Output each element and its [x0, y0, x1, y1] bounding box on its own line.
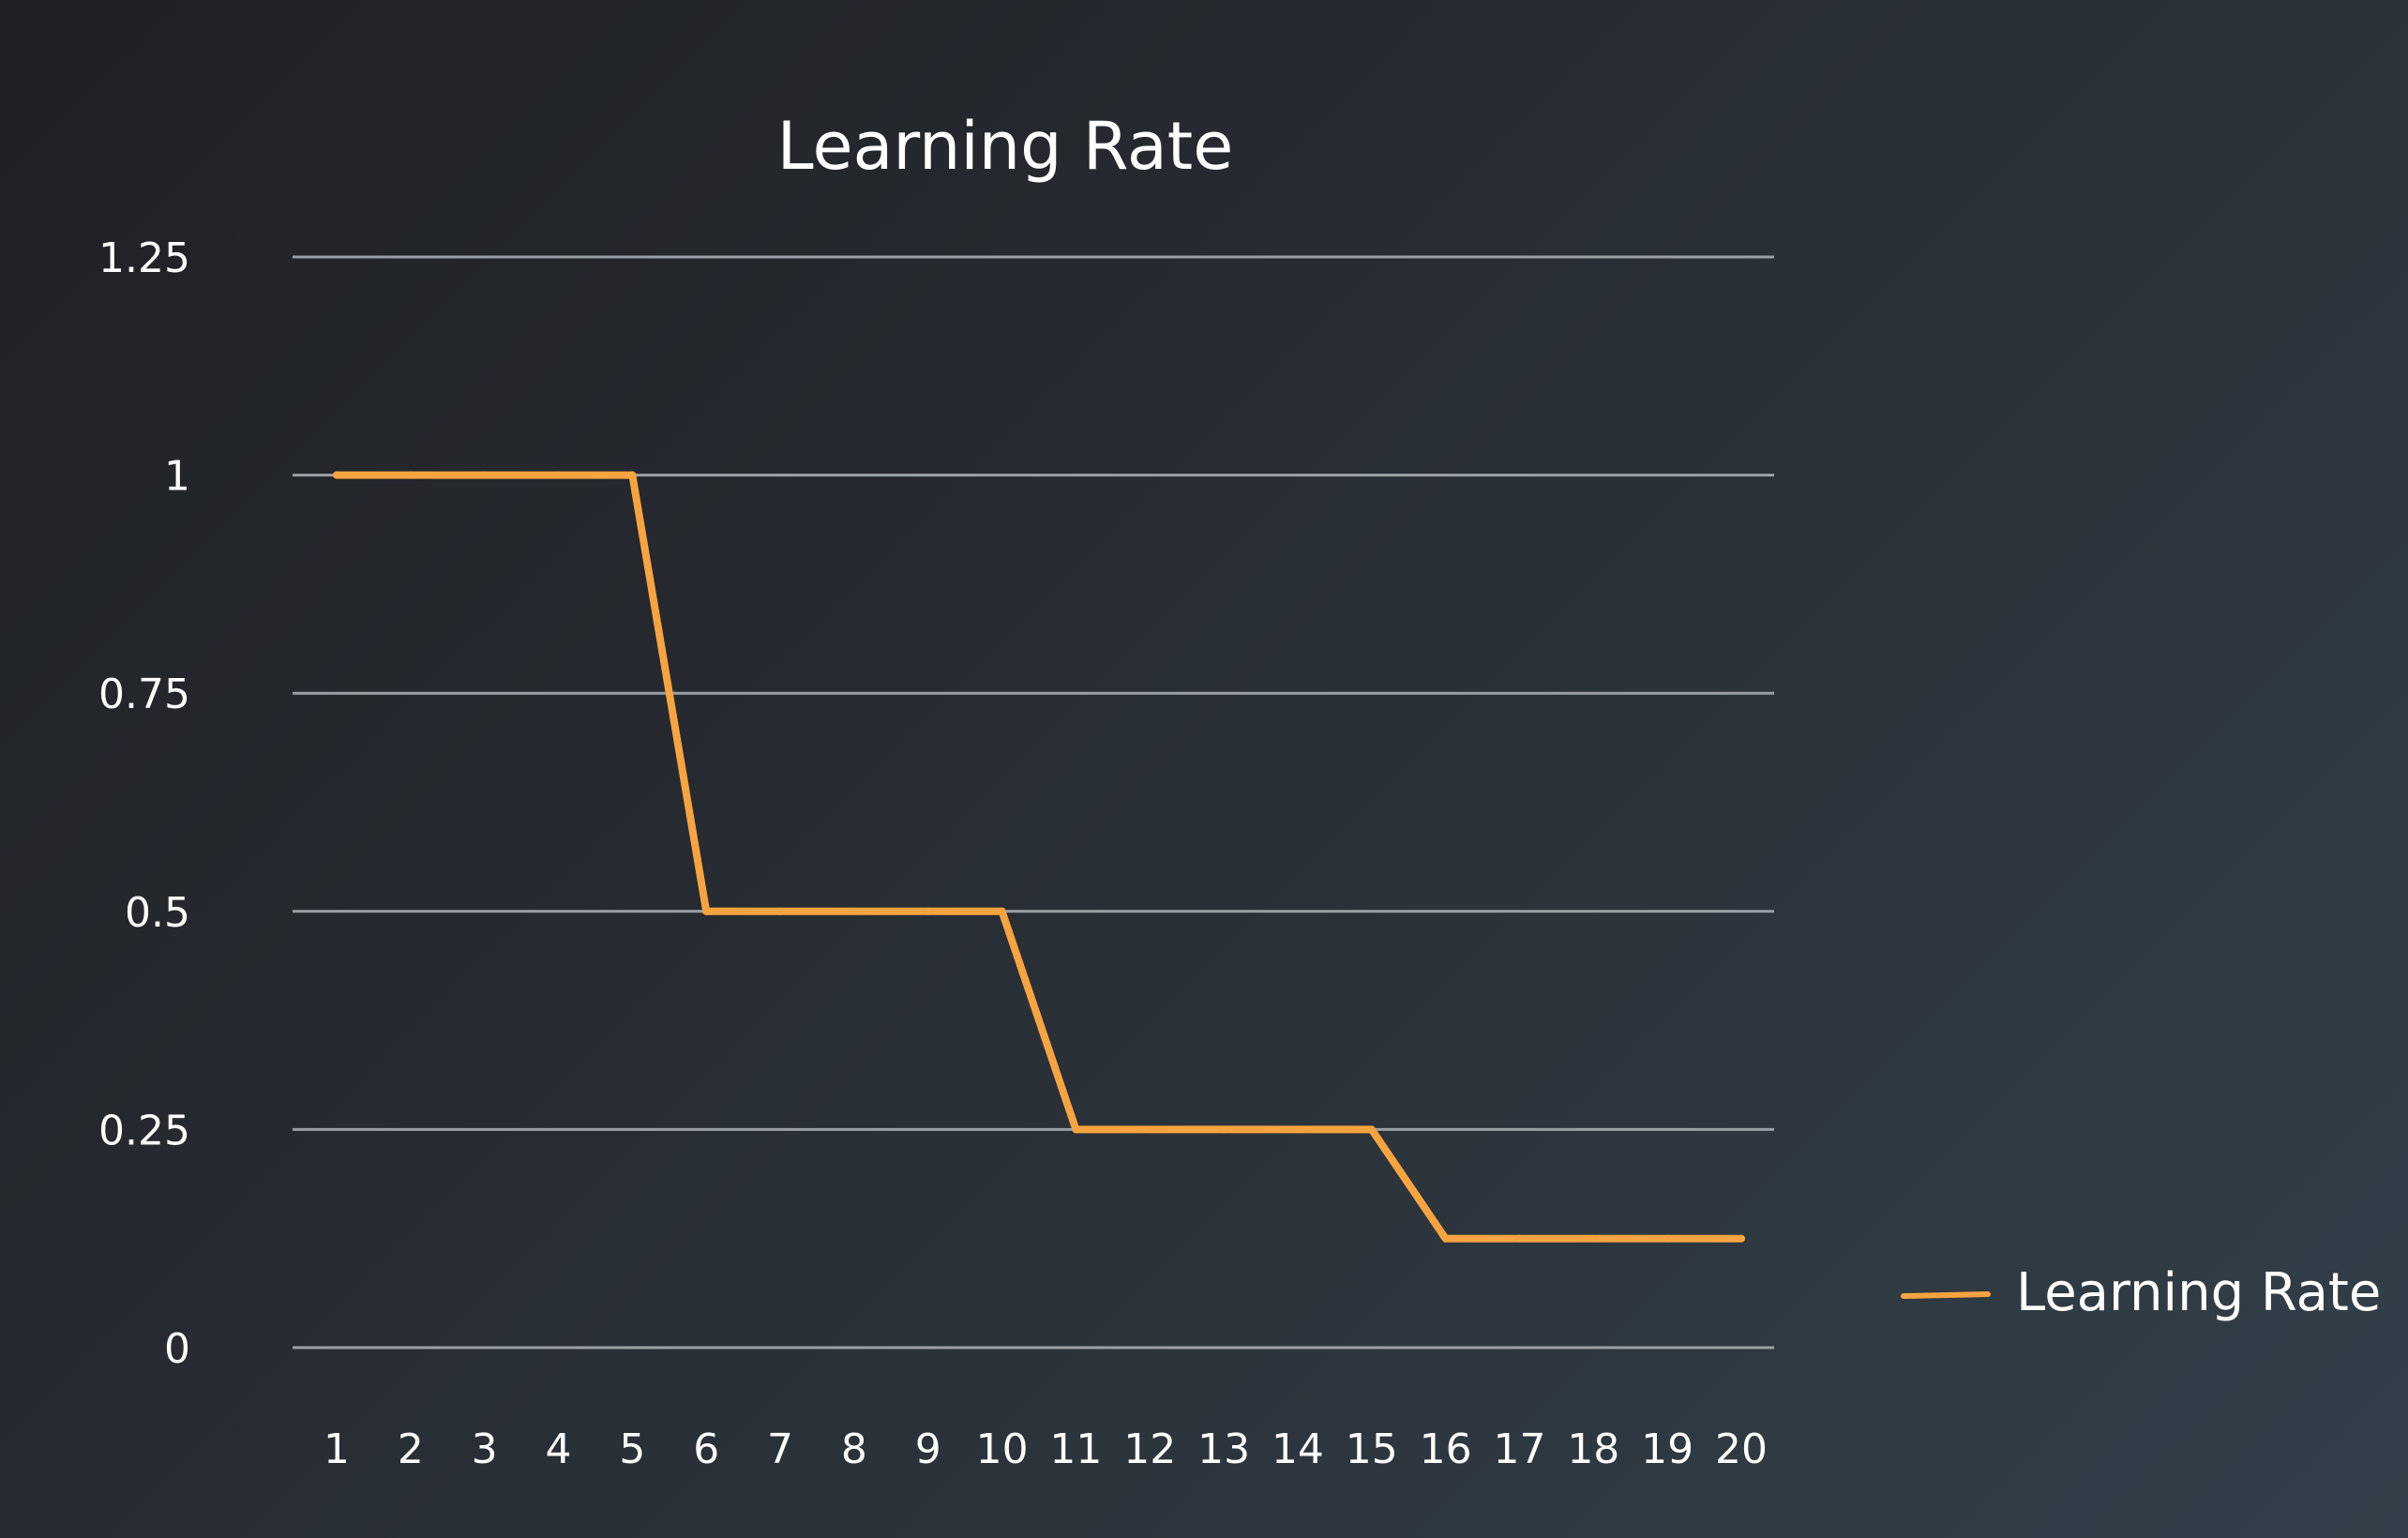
x-tick-label: 6: [693, 1425, 719, 1473]
x-tick-label: 15: [1346, 1425, 1398, 1473]
data-point: [702, 907, 711, 915]
y-tick-label: 0.25: [98, 1107, 190, 1154]
data-point: [628, 471, 637, 479]
data-point: [1146, 1125, 1154, 1134]
y-tick-label: 0.75: [98, 671, 190, 718]
data-point: [1441, 1234, 1450, 1243]
legend-swatch-learning-rate: [1901, 1291, 1991, 1299]
data-point: [1589, 1234, 1598, 1243]
data-point: [480, 471, 489, 479]
series-line-learning-rate: [333, 471, 1745, 1243]
x-tick-label: 19: [1641, 1425, 1693, 1473]
x-tick-label: 4: [546, 1425, 572, 1473]
data-point: [1367, 1125, 1376, 1134]
x-tick-label: 8: [841, 1425, 867, 1473]
x-tick-label: 11: [1049, 1425, 1102, 1473]
y-tick-label: 0: [164, 1325, 190, 1373]
data-point: [1220, 1125, 1228, 1134]
x-tick-label: 12: [1123, 1425, 1176, 1473]
chart-title: Learning Rate: [777, 108, 1234, 185]
y-tick-label: 1: [164, 453, 190, 501]
data-point: [1293, 1125, 1302, 1134]
y-tick-label: 0.5: [125, 889, 190, 937]
x-tick-label: 7: [767, 1425, 793, 1473]
y-axis-ticks: 0 0.25 0.5 0.75 1 1.25: [98, 234, 190, 1373]
x-tick-label: 5: [619, 1425, 645, 1473]
x-tick-label: 9: [915, 1425, 941, 1473]
data-point: [1515, 1234, 1524, 1243]
gridlines: [293, 255, 1774, 1350]
data-point: [850, 907, 858, 915]
legend[interactable]: Learning Rate: [1901, 1262, 2381, 1323]
data-point: [333, 471, 340, 479]
x-tick-label: 16: [1420, 1425, 1472, 1473]
data-point: [924, 907, 932, 915]
data-point: [776, 907, 785, 915]
data-point: [998, 907, 1006, 915]
x-tick-label: 13: [1197, 1425, 1250, 1473]
x-tick-label: 1: [324, 1425, 350, 1473]
data-point: [1738, 1234, 1745, 1243]
x-axis-ticks: 1 2 3 4 5 6 7 8 9 10 11 12 13 14 15 16 17 18 19 20: [324, 1425, 1768, 1473]
x-tick-label: 2: [398, 1425, 424, 1473]
data-point: [554, 471, 563, 479]
x-tick-label: 3: [472, 1425, 498, 1473]
x-tick-label: 20: [1715, 1425, 1768, 1473]
y-tick-label: 1.25: [98, 234, 190, 282]
x-tick-label: 14: [1272, 1425, 1324, 1473]
data-point: [1072, 1125, 1080, 1134]
x-tick-label: 18: [1567, 1425, 1619, 1473]
series-layer: [333, 471, 1745, 1243]
legend-label-learning-rate: Learning Rate: [2016, 1262, 2381, 1323]
data-point: [1663, 1234, 1672, 1243]
x-tick-label: 17: [1493, 1425, 1545, 1473]
x-tick-label: 10: [976, 1425, 1029, 1473]
data-point: [406, 471, 414, 479]
